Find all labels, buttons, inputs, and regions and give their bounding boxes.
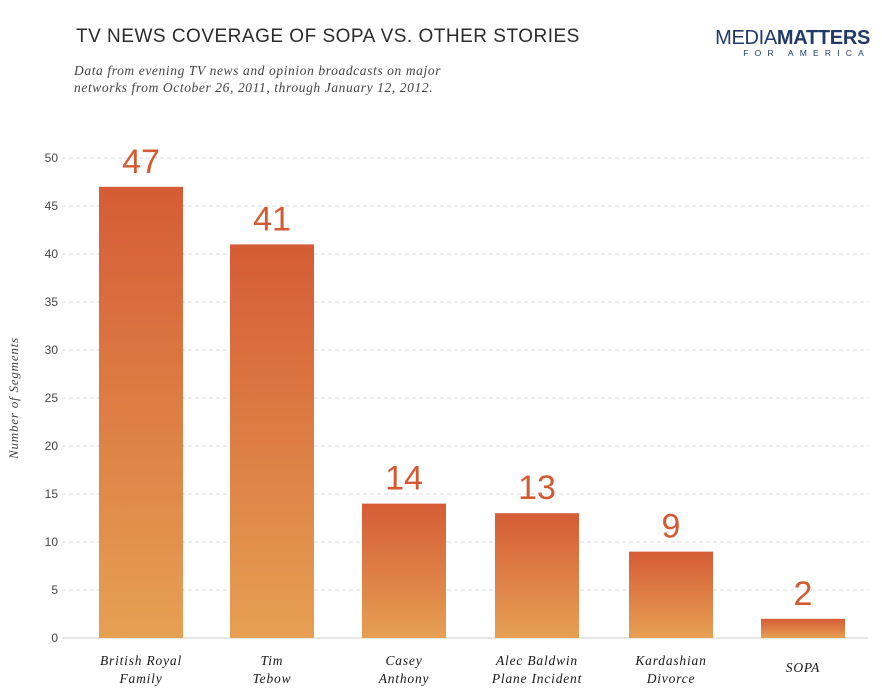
value-label: 47 [122,143,160,181]
y-tick-label: 20 [45,439,59,453]
y-axis-label: Number of Segments [6,337,21,460]
subtitle-line: Data from evening TV news and opinion br… [74,63,442,78]
category-label: Tim [261,653,284,668]
value-label: 13 [518,469,556,507]
logo-word-media: MEDIA [715,27,777,49]
category-label: Tebow [253,671,292,686]
category-label: Anthony [378,671,430,686]
value-label: 14 [385,460,423,498]
category-label: Family [118,671,162,686]
y-tick-label: 25 [45,391,59,405]
y-tick-label: 45 [45,199,59,213]
media-matters-logo: MEDIAMATTERS FOR AMERICA [715,28,870,58]
chart-title: TV NEWS COVERAGE OF SOPA VS. OTHER STORI… [76,26,580,47]
category-label: Kardashian [634,653,706,668]
chart-subtitle: Data from evening TV news and opinion br… [74,62,544,96]
logo-tagline: FOR AMERICA [743,48,870,58]
category-label: Casey [386,653,423,668]
bars [99,186,845,639]
grid-lines [62,157,868,639]
bar [629,551,713,638]
category-label: SOPA [786,660,820,675]
bar [99,186,183,639]
category-label: British Royal [100,653,182,668]
value-label: 9 [662,508,681,546]
logo-word-matters: MATTERS [776,27,870,49]
y-tick-label: 40 [45,247,59,261]
value-label: 41 [253,200,291,238]
category-label: Divorce [646,671,696,686]
y-tick-label: 0 [51,631,58,645]
y-tick-label: 5 [51,583,58,597]
value-label: 2 [794,575,813,613]
y-tick-label: 30 [45,343,59,357]
subtitle-line: networks from October 26, 2011, through … [74,80,434,95]
bar [495,513,579,638]
bar [230,244,314,638]
y-tick-label: 15 [45,487,59,501]
y-tick-label: 10 [45,535,59,549]
bar [761,618,845,638]
bar [362,503,446,638]
data-labels: 47 41 14 13 9 2 [122,143,812,613]
x-axis-categories: British Royal Family Tim Tebow Casey Anthony A… [100,653,820,686]
y-tick-label: 35 [45,295,59,309]
y-axis-ticks: 0 5 10 15 20 25 30 35 40 45 50 [45,151,59,645]
category-label: Alec Baldwin [495,653,578,668]
category-label: Plane Incident [491,671,583,686]
y-tick-label: 50 [45,151,59,165]
